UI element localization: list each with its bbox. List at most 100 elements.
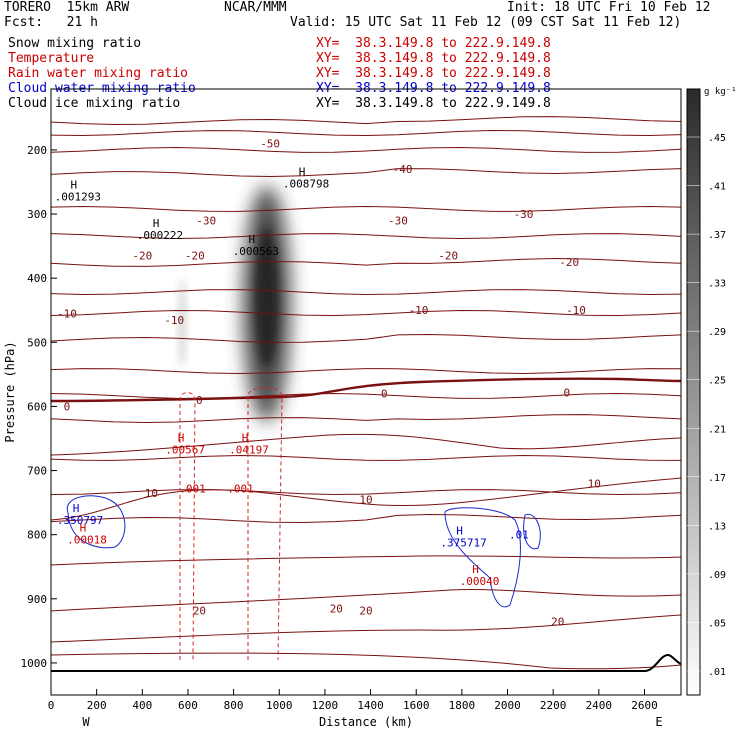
maximum-value: .04197 <box>229 444 269 457</box>
isotherm-line <box>50 414 682 424</box>
isotherm-line <box>50 392 682 399</box>
temperature-label: 20 <box>330 602 343 615</box>
isotherm-line <box>50 129 682 137</box>
x-tick-label: 1200 <box>312 699 339 712</box>
maximum-value: .008798 <box>283 178 329 191</box>
x-axis-title: Distance (km) <box>319 715 413 729</box>
isotherm-line <box>50 146 682 153</box>
cloud-water-contour-east-small <box>523 513 541 550</box>
maximum-marker: H <box>472 563 479 576</box>
model-title: TORERO 15km ARW <box>4 0 130 15</box>
surface-line <box>51 653 682 672</box>
x-tick-label: 1000 <box>266 699 293 712</box>
temperature-label: -50 <box>260 138 280 151</box>
maximum-value: .375717 <box>440 537 486 550</box>
maximum-marker: H <box>242 432 249 445</box>
maximum-marker: H <box>73 502 80 515</box>
colorbar-unit: g kg⁻¹ <box>704 87 737 97</box>
colorbar-tick-label: .29 <box>708 327 726 338</box>
isotherm-line <box>50 116 682 126</box>
x-tick-label: 600 <box>178 699 198 712</box>
isotherm-line <box>50 289 682 296</box>
cloud-water-contour-west <box>66 495 126 549</box>
temperature-label: 10 <box>359 493 372 506</box>
y-tick-label: 800 <box>27 529 47 542</box>
valid-time: Valid: 15 UTC Sat 11 Feb 12 (09 CST Sat … <box>290 15 682 30</box>
temperature-label: 20 <box>359 604 372 617</box>
field-temp-name: Temperature <box>8 51 95 66</box>
temperature-label: -30 <box>514 208 534 221</box>
cloud-water-contour-east <box>444 507 521 608</box>
isotherm-line <box>50 477 682 521</box>
rain-contour-main <box>247 387 283 661</box>
y-tick-label: 900 <box>27 593 47 606</box>
temperature-label: -20 <box>132 250 152 263</box>
plot-frame <box>50 88 682 696</box>
maximum-value: .00567 <box>165 444 205 457</box>
maximum-marker: H <box>249 233 256 246</box>
temperature-label: -40 <box>393 163 413 176</box>
isotherm-line <box>50 333 682 343</box>
field-snow-name: Snow mixing ratio <box>8 36 142 51</box>
isotherm-line <box>50 168 682 178</box>
y-tick-label: 400 <box>27 272 47 285</box>
west-end-label: W <box>82 715 90 729</box>
maximum-marker: H <box>80 521 87 534</box>
isotherm-zero-line <box>50 377 682 403</box>
temperature-label: 0 <box>381 388 388 401</box>
x-tick-label: 800 <box>224 699 244 712</box>
temperature-label: -20 <box>438 250 458 263</box>
x-tick-label: 1800 <box>449 699 476 712</box>
colorbar-tick-label: .17 <box>708 473 726 484</box>
temperature-label: 10 <box>588 477 601 490</box>
field-temp-xy: XY= 38.3.149.8 to 222.9.149.8 <box>316 51 551 66</box>
east-end-label: E <box>655 715 662 729</box>
temperature-label: -20 <box>559 256 579 269</box>
isotherm-line <box>50 205 682 212</box>
maximum-value: .00040 <box>460 575 500 588</box>
temperature-label: -30 <box>388 214 408 227</box>
isotherm-line <box>50 614 682 643</box>
rain-contour-west <box>179 392 196 661</box>
x-tick-label: 0 <box>48 699 55 712</box>
temperature-label: -30 <box>196 214 216 227</box>
temperature-label: -20 <box>185 250 205 263</box>
colorbar-tick-label: .25 <box>708 376 726 387</box>
colorbar-tick-label: .21 <box>708 424 726 435</box>
maximum-value: .000563 <box>233 245 279 258</box>
isotherm-line <box>50 257 682 267</box>
x-tick-label: 400 <box>132 699 152 712</box>
forecast-hour: Fcst: 21 h <box>4 15 98 30</box>
colorbar-tick-label: .01 <box>708 667 726 678</box>
isotherm-line <box>50 454 682 461</box>
maximum-value: .350797 <box>57 514 103 527</box>
isotherm-line <box>50 433 682 456</box>
isotherm-line <box>50 233 682 240</box>
contour-label: .01 <box>509 529 529 542</box>
x-tick-label: 1600 <box>403 699 430 712</box>
isotherm-line <box>50 309 682 317</box>
maximum-value: .001293 <box>55 190 101 203</box>
colorbar-tick-label: .13 <box>708 521 726 532</box>
x-tick-label: 200 <box>87 699 107 712</box>
snow-shading-west <box>178 278 187 369</box>
temperature-label: -10 <box>164 314 184 327</box>
maximum-value: .000222 <box>137 229 183 242</box>
maximum-marker: H <box>456 525 463 538</box>
maximum-value: .00018 <box>67 533 107 546</box>
isotherm-line <box>50 555 682 566</box>
temperature-label: 0 <box>196 394 203 407</box>
field-cloudice-name: Cloud ice mixing ratio <box>8 96 181 111</box>
isotherm-line <box>50 589 682 612</box>
colorbar-tick-label: .45 <box>708 133 726 144</box>
x-tick-label: 1400 <box>357 699 384 712</box>
temperature-label: -10 <box>566 304 586 317</box>
y-tick-label: 200 <box>27 144 47 157</box>
temperature-label: 20 <box>551 615 564 628</box>
y-tick-label: 1000 <box>21 657 48 670</box>
snow-shading-core <box>254 227 279 368</box>
contour-label: .001 <box>227 483 254 496</box>
contour-label: .001 <box>179 483 206 496</box>
field-snow-xy: XY= 38.3.149.8 to 222.9.149.8 <box>316 36 551 51</box>
y-tick-label: 500 <box>27 336 47 349</box>
